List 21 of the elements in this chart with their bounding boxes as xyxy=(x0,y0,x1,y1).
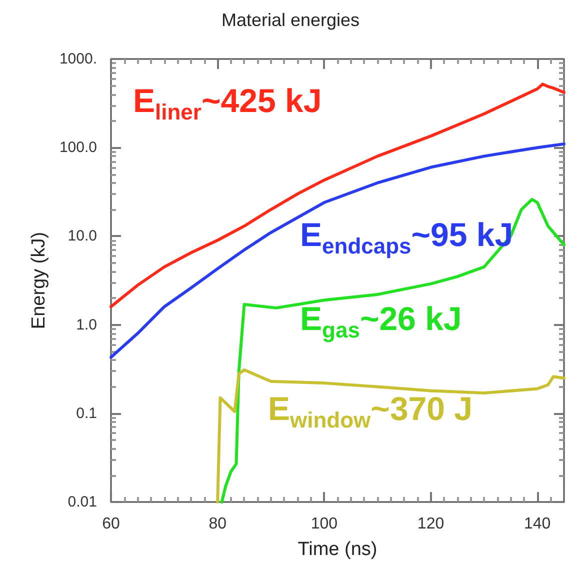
y-tick-label: 1000. xyxy=(59,50,97,68)
x-tick-label: 100 xyxy=(310,516,338,532)
x-tick-label: 140 xyxy=(524,516,551,532)
x-axis-title: Time (ns) xyxy=(298,539,378,560)
y-tick-label: 100.0 xyxy=(59,139,97,156)
x-tick-label: 80 xyxy=(208,516,227,532)
annotation: E$_{liner}$~425 kJ xyxy=(133,82,322,126)
line-series xyxy=(216,368,566,504)
y-tick-label: 1.0 xyxy=(76,316,97,334)
line-series xyxy=(110,142,566,359)
line-series xyxy=(220,198,566,504)
chart-title: Material energies xyxy=(221,10,360,30)
y-tick-label: 0.01 xyxy=(68,494,97,510)
x-tick-label: 60 xyxy=(102,516,120,532)
x-tick-label: 120 xyxy=(417,516,444,532)
y-axis-title: Energy (kJ) xyxy=(28,232,50,330)
annotation: E$_{gas}$~26 kJ xyxy=(300,300,462,344)
y-tick-label: 0.1 xyxy=(76,404,97,422)
y-tick-label: 10.0 xyxy=(68,228,97,245)
annotation: E$_{window}$~370 J xyxy=(268,390,473,434)
annotation: E$_{endcaps}$~95 kJ xyxy=(300,216,514,260)
